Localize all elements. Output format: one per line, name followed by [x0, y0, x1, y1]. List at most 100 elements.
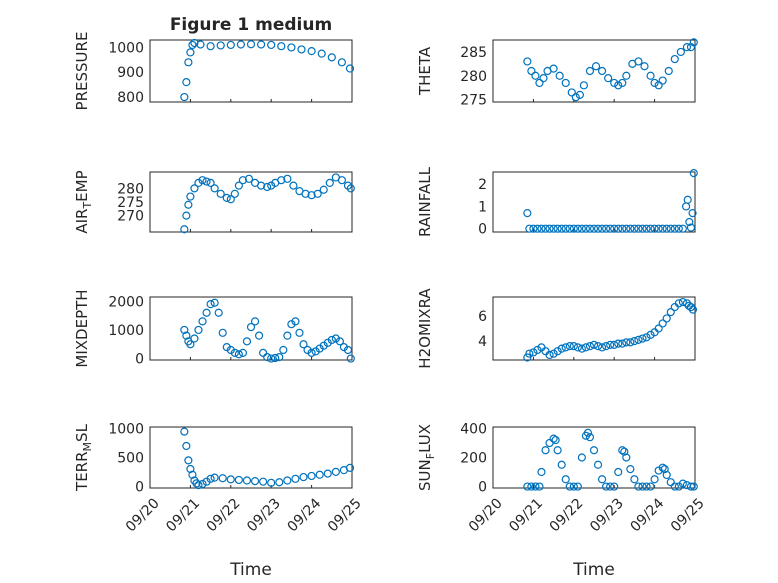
data-point — [660, 465, 669, 474]
data-point — [678, 479, 687, 488]
data-point — [184, 200, 193, 209]
data-point — [688, 209, 697, 218]
data-point — [184, 58, 193, 67]
data-point — [206, 178, 215, 188]
data-point — [658, 463, 667, 472]
data-point — [180, 427, 189, 436]
data-point — [216, 189, 225, 198]
data-point — [275, 478, 284, 487]
data-point — [535, 78, 544, 88]
data-point — [319, 185, 328, 194]
data-point — [622, 338, 631, 347]
y-tick-label: 6 — [478, 309, 487, 325]
data-point — [277, 42, 286, 51]
data-point — [565, 224, 574, 233]
data-point — [182, 211, 191, 220]
data-point — [589, 340, 599, 349]
data-point — [226, 195, 235, 204]
data-point — [246, 322, 256, 332]
data-point — [634, 224, 643, 233]
data-point — [230, 189, 239, 198]
data-point — [180, 325, 189, 335]
data-point — [246, 40, 256, 49]
data-point — [182, 331, 191, 340]
data-point — [614, 339, 623, 348]
data-point — [676, 47, 685, 57]
data-point — [670, 54, 679, 64]
data-point — [689, 38, 698, 47]
series-markers — [180, 38, 355, 102]
data-point — [575, 90, 584, 99]
data-point — [287, 43, 296, 52]
data-point — [533, 345, 542, 355]
y-axis-label: SUNFLUX — [416, 424, 437, 491]
data-point — [545, 350, 554, 360]
data-point — [602, 224, 611, 233]
data-point — [210, 473, 219, 482]
data-point — [198, 317, 207, 326]
data-point — [535, 482, 544, 491]
data-point — [642, 224, 651, 233]
subplot-mixdepth: 0 1000 2000 MIXDEPTH — [73, 289, 355, 368]
data-point — [614, 467, 623, 477]
data-point — [254, 331, 264, 340]
data-point — [638, 482, 647, 491]
data-point — [553, 446, 562, 455]
data-point — [242, 337, 252, 346]
data-point — [585, 433, 595, 442]
y-tick-label: 0 — [135, 352, 144, 368]
y-axis-label: PRESSURE — [73, 32, 91, 111]
data-point — [577, 344, 586, 353]
data-point — [184, 456, 193, 465]
y-axis-label: MIXDEPTH — [73, 289, 91, 367]
y-axis-label-main: AIR — [73, 209, 91, 234]
data-point — [662, 470, 671, 480]
data-point — [630, 475, 639, 484]
data-point — [589, 224, 599, 233]
data-point — [678, 297, 687, 307]
data-point — [275, 353, 284, 362]
x-axis-label-right: Time — [572, 560, 615, 580]
data-point — [307, 348, 316, 357]
data-point — [646, 330, 655, 339]
data-point — [186, 464, 195, 474]
data-point — [257, 40, 266, 49]
data-point — [689, 482, 698, 491]
y-tick-label: 500 — [117, 451, 144, 467]
data-point — [198, 479, 207, 489]
data-point — [537, 224, 546, 233]
data-point — [583, 428, 593, 437]
data-point — [573, 482, 582, 491]
axes-frame — [492, 426, 696, 489]
data-point — [206, 42, 215, 51]
data-point — [523, 482, 532, 491]
y-axis-label: TERRMSL — [73, 423, 94, 492]
y-axis-label: RAINFALL — [416, 166, 434, 237]
data-point — [670, 224, 679, 233]
data-point — [658, 224, 667, 233]
y-tick-label: 275 — [460, 93, 487, 109]
data-point — [186, 340, 195, 349]
data-point — [618, 446, 627, 455]
y-axis-label-subscript: M — [81, 442, 94, 452]
data-point — [642, 482, 651, 491]
data-point — [683, 195, 692, 204]
axes-frame — [492, 171, 696, 233]
y-tick-label: 4 — [478, 334, 487, 350]
data-point — [626, 338, 635, 347]
data-point — [686, 482, 696, 491]
subplot-theta: 275 280 285 THETA — [416, 38, 698, 109]
y-axis-label-main: MIXDEPTH — [73, 289, 91, 367]
y-tick-label: 280 — [460, 69, 487, 85]
data-point — [250, 476, 260, 486]
data-point — [531, 482, 540, 491]
data-point — [523, 209, 532, 218]
data-point — [307, 191, 316, 200]
data-point — [618, 78, 627, 88]
series-markers — [523, 38, 698, 102]
data-point — [664, 66, 673, 76]
y-tick-label: 1000 — [108, 40, 144, 56]
data-point — [283, 174, 292, 183]
data-point — [267, 478, 276, 487]
data-point — [299, 340, 308, 349]
